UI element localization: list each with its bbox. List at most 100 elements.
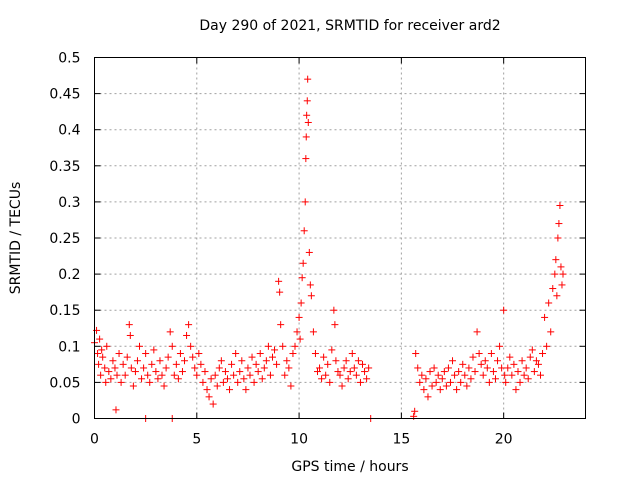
data-point [252, 360, 260, 368]
data-point [129, 382, 137, 390]
data-point [152, 368, 160, 376]
x-tick-label: 20 [495, 432, 513, 448]
data-point [453, 386, 461, 394]
data-point [95, 360, 103, 368]
y-tick-labels: 0 0.05 0.1 0.15 0.2 0.25 0.3 0.35 0.4 0.45 0.5 [49, 51, 80, 428]
data-point [444, 364, 452, 372]
data-point [148, 360, 156, 368]
data-point [303, 111, 311, 119]
data-point [125, 321, 133, 329]
plot-frame [94, 57, 586, 419]
data-point [181, 357, 189, 365]
data-point [240, 375, 248, 383]
data-point [248, 353, 256, 361]
data-point [496, 342, 504, 350]
data-point [115, 350, 123, 358]
data-point [457, 378, 465, 386]
data-point [302, 155, 310, 163]
data-point [331, 321, 339, 329]
data-point [304, 118, 312, 126]
data-point [412, 350, 420, 358]
data-point [276, 288, 284, 296]
data-point [203, 386, 211, 394]
data-point [170, 371, 178, 379]
data-point [556, 202, 564, 210]
data-point [207, 375, 215, 383]
data-point [346, 368, 354, 376]
data-point [297, 299, 305, 307]
data-point [348, 350, 356, 358]
data-point [426, 368, 434, 376]
data-point [136, 342, 144, 350]
data-point [268, 353, 276, 361]
data-point [324, 360, 332, 368]
data-point [296, 335, 304, 343]
data-point [185, 321, 193, 329]
data-point [301, 198, 309, 206]
data-point [156, 357, 164, 365]
data-point [131, 368, 139, 376]
data-point [483, 364, 491, 372]
data-point [338, 382, 346, 390]
data-point [359, 360, 367, 368]
data-point [107, 375, 115, 383]
data-point [477, 360, 485, 368]
data-point [430, 364, 438, 372]
data-point [109, 357, 117, 365]
data-point [536, 371, 544, 379]
data-point [306, 281, 314, 289]
data-point [326, 378, 334, 386]
data-point [489, 368, 497, 376]
data-point [330, 306, 338, 314]
x-tick-label: 15 [392, 432, 410, 448]
data-point [146, 378, 154, 386]
data-point [144, 371, 152, 379]
data-point [352, 371, 360, 379]
data-point [295, 313, 303, 321]
y-tick-label: 0.35 [49, 159, 80, 175]
data-point [557, 263, 565, 271]
data-point [105, 368, 113, 376]
data-point [350, 364, 358, 372]
data-point [281, 371, 289, 379]
data-point [440, 368, 448, 376]
data-point [97, 371, 105, 379]
data-point [545, 299, 553, 307]
data-point [361, 368, 369, 376]
data-point [201, 368, 209, 376]
data-point [455, 368, 463, 376]
data-point [246, 371, 254, 379]
data-point [285, 364, 293, 372]
data-point [102, 378, 110, 386]
x-tick-labels: 0 5 10 15 20 [90, 432, 513, 448]
data-point [547, 328, 555, 336]
data-point [193, 371, 201, 379]
data-point [365, 364, 373, 372]
data-point [238, 357, 246, 365]
data-point [530, 368, 538, 376]
data-point [273, 360, 281, 368]
chart-title: Day 290 of 2021, SRMTID for receiver ard… [199, 18, 500, 34]
data-point [463, 382, 471, 390]
data-point [336, 371, 344, 379]
data-point [199, 378, 207, 386]
y-tick-label: 0.1 [58, 339, 80, 355]
data-point [113, 371, 121, 379]
data-point [558, 281, 566, 289]
data-point [162, 364, 170, 372]
data-point [320, 353, 328, 361]
data-point [501, 371, 509, 379]
data-point [541, 313, 549, 321]
data-point [221, 368, 229, 376]
data-point [158, 371, 166, 379]
data-point [279, 342, 287, 350]
data-point [344, 375, 352, 383]
data-point [451, 371, 459, 379]
data-point [283, 357, 291, 365]
data-point [287, 382, 295, 390]
data-point [334, 368, 342, 376]
data-point [300, 227, 308, 235]
data-point [316, 364, 324, 372]
data-point [127, 364, 135, 372]
data-point [469, 353, 477, 361]
